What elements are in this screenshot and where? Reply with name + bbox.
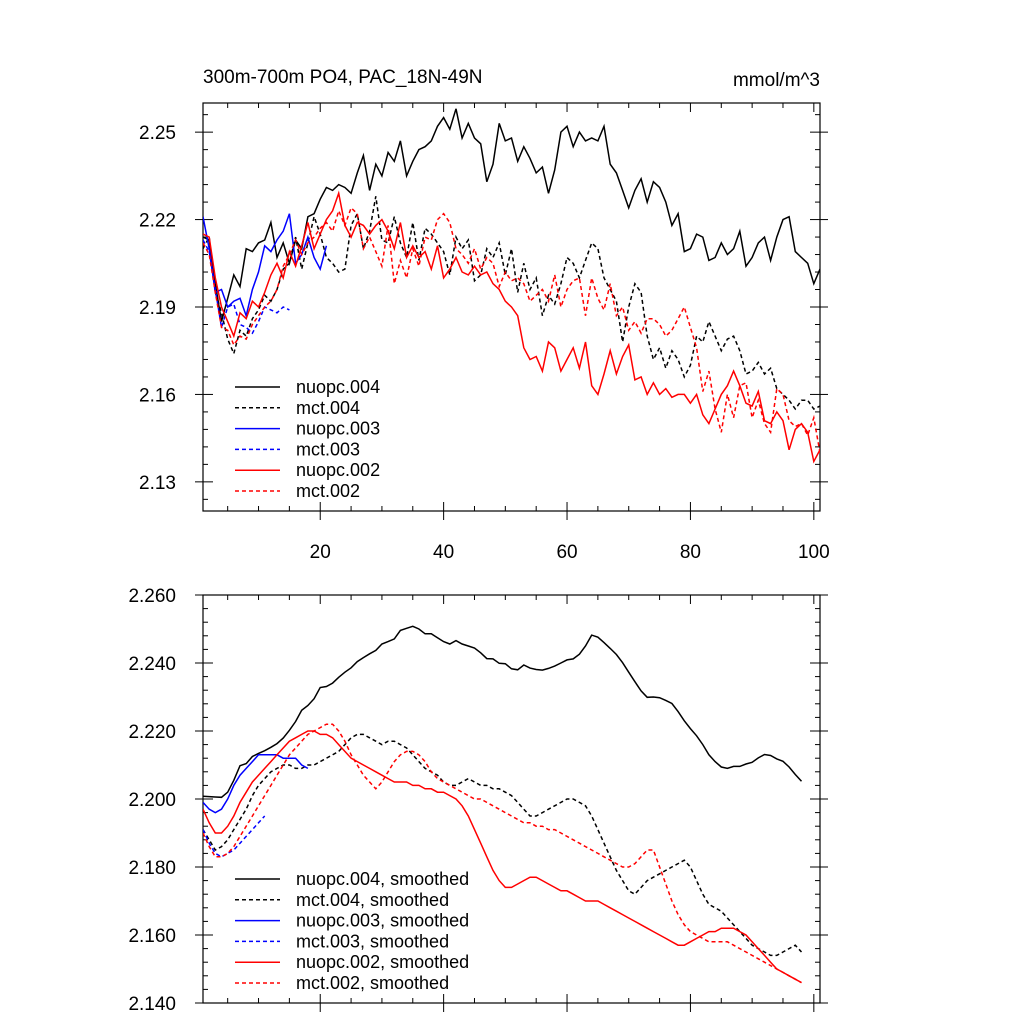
y-tick-label: 2.200 (128, 790, 176, 811)
series-line-mct-002 (203, 206, 820, 453)
chart-units: mmol/m^3 (733, 70, 820, 91)
legend-label: nuopc.002 (296, 460, 380, 480)
x-tick-label: 20 (310, 542, 331, 563)
legend-label: nuopc.002, smoothed (296, 952, 469, 972)
y-tick-label: 2.160 (128, 926, 176, 947)
legend-label: mct.002 (296, 481, 360, 501)
series-line-nuopc-002 (203, 190, 820, 464)
legend-label: nuopc.003, smoothed (296, 911, 469, 931)
series-line-nuopc-004 (203, 108, 820, 322)
series-line-mct-003 (203, 239, 290, 335)
y-tick-label: 2.140 (128, 994, 176, 1015)
legend-label: mct.004, smoothed (296, 890, 449, 910)
legend: nuopc.004mct.004nuopc.003mct.003nuopc.00… (235, 377, 380, 501)
series-line-nuopc-002-smoothed (203, 730, 802, 984)
series-line-mct-004 (203, 196, 820, 411)
series-line-mct-003-smoothed (203, 815, 266, 858)
legend-label: mct.002, smoothed (296, 973, 449, 993)
series-line-nuopc-004-smoothed (203, 625, 803, 799)
series-line-mct-002-smoothed (203, 723, 802, 984)
x-tick-label: 60 (556, 542, 577, 563)
chart-title: 300m-700m PO4, PAC_18N-49N (203, 67, 483, 88)
legend-label: nuopc.004 (296, 377, 380, 397)
y-tick-label: 2.16 (139, 385, 176, 406)
y-tick-label: 2.13 (139, 473, 176, 494)
legend-label: mct.003, smoothed (296, 931, 449, 951)
y-tick-label: 2.220 (128, 722, 176, 743)
x-tick-label: 100 (798, 542, 830, 563)
y-tick-label: 2.260 (128, 586, 176, 607)
legend-label: nuopc.003 (296, 419, 380, 439)
series-line-nuopc-003 (203, 213, 328, 319)
series-line-nuopc-003-smoothed (203, 754, 309, 814)
y-tick-label: 2.19 (139, 298, 176, 319)
top-chart-panel: 20 40 60 80 100 2.13 2.16 2.19 2.22 2.25 300m-700m… (139, 67, 830, 563)
y-tick-label: 2.180 (128, 858, 176, 879)
legend-label: mct.003 (296, 439, 360, 459)
y-tick-label: 2.240 (128, 654, 176, 675)
y-tick-label: 2.25 (139, 123, 176, 144)
series-line-mct-004-smoothed (203, 733, 803, 957)
x-tick-label: 40 (433, 542, 454, 563)
bottom-chart-panel: 2.140 2.160 2.180 2.200 2.220 2.240 2.260 nuopc… (128, 586, 828, 1015)
legend-label: mct.004 (296, 398, 360, 418)
x-tick-label: 80 (680, 542, 701, 563)
y-tick-label: 2.22 (139, 211, 176, 232)
legend-label: nuopc.004, smoothed (296, 869, 469, 889)
